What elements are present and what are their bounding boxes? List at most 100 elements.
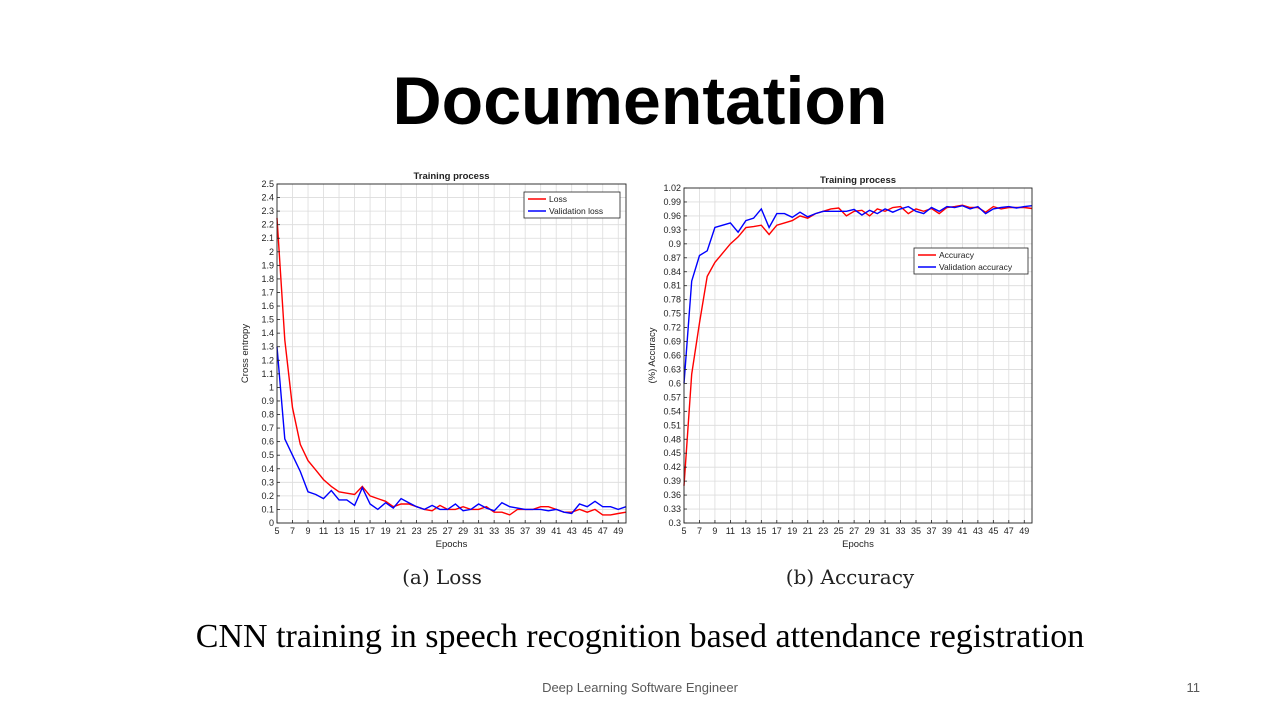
x-tick-label: 31 [880, 526, 890, 536]
y-tick-label: 0.78 [663, 295, 681, 305]
legend-label: Loss [549, 194, 567, 204]
y-tick-label: 0.33 [663, 504, 681, 514]
subcaption-accuracy: (b) Accuracy [785, 565, 915, 589]
y-tick-label: 0 [269, 518, 274, 528]
y-tick-label: 0.2 [261, 491, 274, 501]
y-tick-label: 0.4 [261, 464, 274, 474]
y-tick-label: 1.7 [261, 287, 274, 297]
y-tick-label: 0.5 [261, 450, 274, 460]
y-tick-label: 0.39 [663, 476, 681, 486]
y-tick-label: 0.42 [663, 462, 681, 472]
x-tick-label: 37 [520, 526, 530, 536]
y-tick-label: 2.5 [261, 179, 274, 189]
subcaption-loss: (a) Loss [402, 565, 482, 589]
y-axis-label: (%) Accuracy [647, 327, 658, 383]
y-tick-label: 0.93 [663, 225, 681, 235]
y-tick-label: 0.69 [663, 337, 681, 347]
x-tick-label: 29 [865, 526, 875, 536]
chart-title: Training process [820, 175, 896, 186]
y-tick-label: 0.87 [663, 253, 681, 263]
y-tick-label: 0.45 [663, 448, 681, 458]
x-tick-label: 7 [290, 526, 295, 536]
x-tick-label: 19 [381, 526, 391, 536]
x-tick-label: 25 [427, 526, 437, 536]
y-axis-label: Cross entropy [240, 324, 251, 383]
y-tick-label: 1.1 [261, 369, 274, 379]
x-tick-label: 47 [598, 526, 608, 536]
y-tick-label: 0.54 [663, 406, 681, 416]
slide-caption: CNN training in speech recognition based… [195, 618, 1085, 655]
x-tick-label: 27 [443, 526, 453, 536]
y-tick-label: 1.8 [261, 274, 274, 284]
y-tick-label: 0.99 [663, 197, 681, 207]
x-tick-label: 17 [772, 526, 782, 536]
y-tick-label: 0.84 [663, 267, 681, 277]
plot-area [277, 184, 626, 523]
series-line-validation [276, 346, 627, 515]
y-tick-label: 2.2 [261, 220, 274, 230]
y-tick-label: 0.1 [261, 504, 274, 514]
x-tick-label: 45 [582, 526, 592, 536]
y-tick-label: 1.6 [261, 301, 274, 311]
x-tick-label: 11 [726, 526, 735, 536]
x-tick-label: 5 [274, 526, 279, 536]
y-tick-label: 1.4 [261, 328, 274, 338]
y-tick-label: 0.81 [663, 281, 681, 291]
y-tick-label: 1 [269, 382, 274, 392]
legend-label: Validation loss [549, 206, 603, 216]
x-tick-label: 25 [834, 526, 844, 536]
y-tick-label: 2.4 [261, 193, 274, 203]
x-tick-label: 35 [911, 526, 921, 536]
x-tick-label: 45 [988, 526, 998, 536]
y-tick-label: 2 [269, 247, 274, 257]
y-tick-label: 0.51 [663, 420, 681, 430]
x-tick-label: 9 [306, 526, 311, 536]
series-line-validation [683, 204, 1033, 384]
x-tick-label: 23 [412, 526, 422, 536]
y-tick-label: 2.1 [261, 233, 274, 243]
x-tick-label: 49 [613, 526, 623, 536]
x-tick-label: 41 [957, 526, 967, 536]
loss-chart: 5 7 9 11 13 15 17 19 21 23 25 27 29 31 33 35 37 39 41 43 45 4… [240, 171, 627, 550]
chart-title: Training process [413, 171, 489, 182]
x-tick-label: 21 [396, 526, 406, 536]
x-tick-label: 7 [697, 526, 702, 536]
y-tick-label: 1.9 [261, 260, 274, 270]
x-tick-label: 37 [926, 526, 936, 536]
x-tick-label: 15 [756, 526, 766, 536]
x-tick-label: 5 [681, 526, 686, 536]
y-tick-label: 0.48 [663, 434, 681, 444]
y-tick-label: 0.9 [261, 396, 274, 406]
y-tick-label: 0.9 [668, 239, 681, 249]
legend-box [523, 191, 621, 219]
x-tick-label: 43 [973, 526, 983, 536]
x-tick-label: 39 [536, 526, 546, 536]
y-tick-label: 1.5 [261, 315, 274, 325]
y-tick-label: 0.63 [663, 364, 681, 374]
y-tick-label: 0.6 [668, 378, 681, 388]
legend-label: Accuracy [939, 250, 975, 260]
x-tick-label: 11 [319, 526, 328, 536]
x-axis-label: Epochs [842, 539, 874, 550]
x-tick-label: 41 [551, 526, 561, 536]
axes-box [276, 183, 627, 524]
y-tick-label: 0.8 [261, 410, 274, 420]
x-tick-label: 15 [350, 526, 360, 536]
x-tick-label: 31 [474, 526, 484, 536]
x-tick-label: 35 [505, 526, 515, 536]
y-tick-label: 0.66 [663, 351, 681, 361]
y-tick-label: 1.3 [261, 342, 274, 352]
x-tick-label: 27 [849, 526, 859, 536]
y-tick-label: 0.3 [668, 518, 681, 528]
accuracy-chart: 5 7 9 11 13 15 17 19 21 23 25 27 29 31 33 35 37 39 41 43 45 4… [647, 175, 1033, 550]
x-tick-label: 13 [741, 526, 751, 536]
x-tick-label: 21 [803, 526, 813, 536]
y-tick-label: 0.3 [261, 477, 274, 487]
y-tick-label: 1.2 [261, 355, 274, 365]
y-tick-label: 0.75 [663, 309, 681, 319]
x-tick-label: 49 [1019, 526, 1029, 536]
x-tick-label: 23 [818, 526, 828, 536]
y-tick-label: 0.7 [261, 423, 274, 433]
x-tick-label: 47 [1004, 526, 1014, 536]
y-tick-label: 1.02 [663, 183, 681, 193]
